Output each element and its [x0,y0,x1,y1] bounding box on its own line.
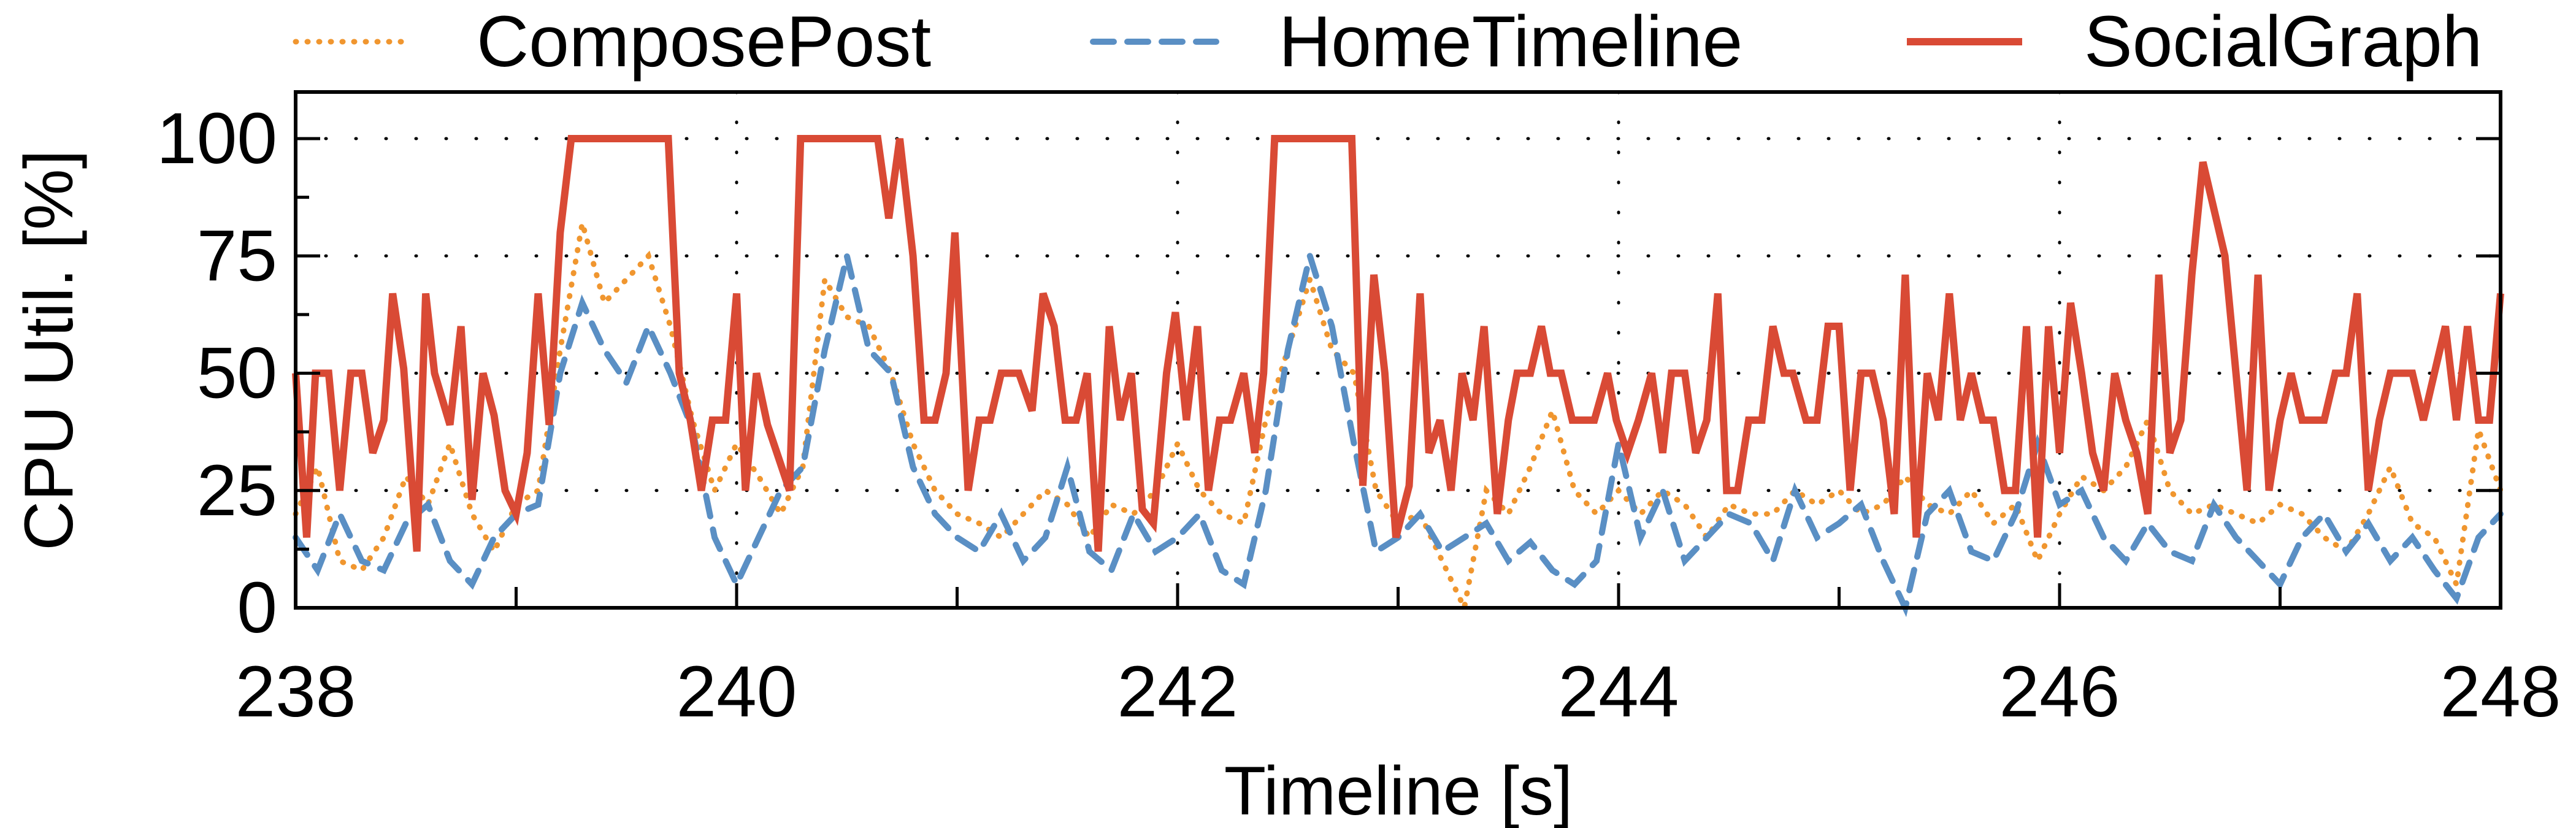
x-tick-label: 246 [1999,651,2120,732]
y-axis-label: CPU Util. [%] [10,150,87,550]
legend-label-socialgraph: SocialGraph [2084,1,2482,82]
axis-ticks: 0 25 50 75 100 238 240 242 244 246 248 [156,98,2561,732]
series-line-socialgraph [292,135,2504,552]
x-tick-label: 240 [677,651,797,732]
y-tick-label: 100 [156,98,277,179]
series-layer [292,135,2504,618]
legend-label-composepost: ComposePost [477,1,931,82]
y-tick-label: 0 [237,567,277,648]
legend-label-hometimeline: HomeTimeline [1279,1,1742,82]
x-tick-label: 244 [1558,651,1679,732]
y-tick-label: 50 [197,333,277,414]
x-tick-label: 238 [236,651,356,732]
x-tick-label: 242 [1117,651,1238,732]
legend: ComposePost HomeTimeline SocialGraph [293,1,2482,82]
x-axis-label: Timeline [s] [1224,753,1573,828]
y-tick-label: 25 [197,450,277,531]
y-tick-label: 75 [197,215,277,296]
x-tick-label: 248 [2440,651,2561,732]
